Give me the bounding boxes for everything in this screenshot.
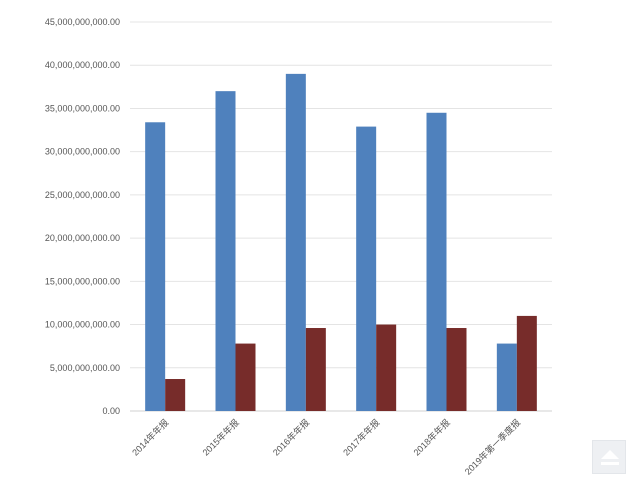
y-tick-label: 20,000,000,000.00	[45, 233, 120, 243]
back-to-top-button[interactable]	[592, 440, 626, 474]
y-tick-label: 30,000,000,000.00	[45, 147, 120, 157]
x-tick-label: 2014年年报	[130, 417, 171, 458]
bar-2	[235, 343, 256, 411]
bar-1	[285, 73, 306, 411]
bar-1	[215, 91, 236, 412]
y-tick-label: 25,000,000,000.00	[45, 190, 120, 200]
back-to-top-icon	[601, 450, 619, 459]
x-tick-label: 2018年年报	[411, 417, 452, 458]
x-tick-label: 2015年年报	[200, 417, 241, 458]
y-tick-label: 0.00	[102, 406, 120, 416]
back-to-top-icon-bar	[601, 462, 619, 465]
bar-2	[376, 324, 397, 411]
y-tick-label: 35,000,000,000.00	[45, 103, 120, 113]
bar-2	[165, 379, 186, 411]
bar-1	[426, 112, 447, 412]
bar-2	[516, 315, 537, 411]
x-tick-label: 2019年第一季度报	[462, 417, 522, 477]
y-tick-label: 10,000,000,000.00	[45, 320, 120, 330]
bar-2	[446, 328, 467, 411]
x-tick-label: 2017年年报	[341, 417, 382, 458]
bar-1	[356, 126, 377, 411]
y-tick-label: 45,000,000,000.00	[45, 17, 120, 27]
bar-1	[145, 122, 166, 411]
y-tick-label: 5,000,000,000.00	[50, 363, 120, 373]
y-tick-label: 15,000,000,000.00	[45, 276, 120, 286]
y-tick-label: 40,000,000,000.00	[45, 60, 120, 70]
x-tick-label: 2016年年报	[270, 417, 311, 458]
bar-1	[496, 343, 517, 411]
bar-2	[305, 328, 326, 411]
